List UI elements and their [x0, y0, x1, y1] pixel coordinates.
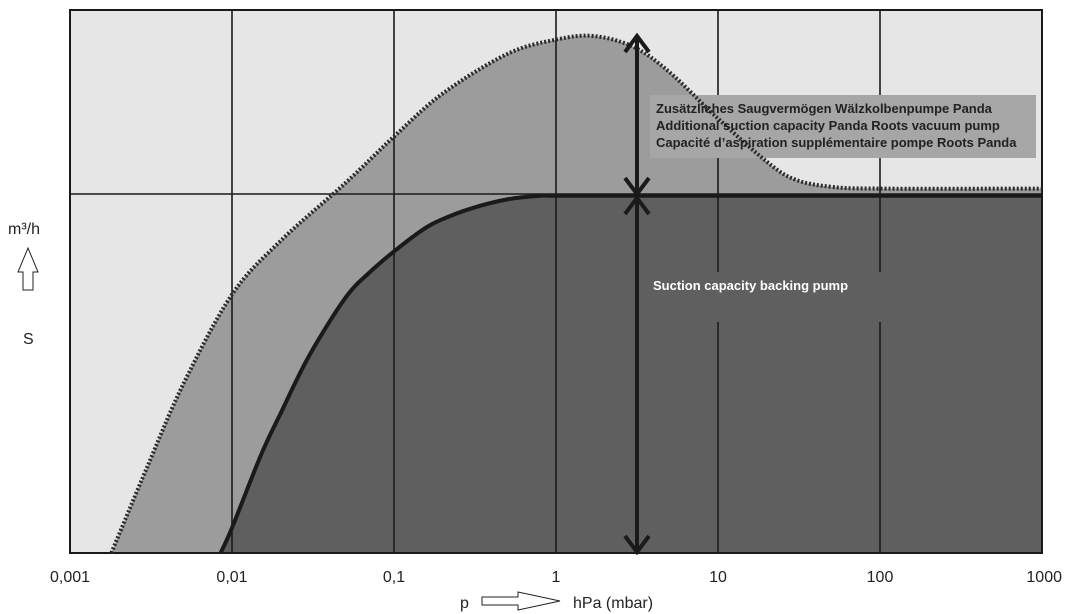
backing-capacity-curve [218, 193, 1042, 554]
x-tick-label: 100 [867, 569, 894, 586]
x-tick-label: 10 [709, 569, 727, 586]
area-layer [111, 35, 1043, 554]
x-tick-layer: 0,001 0,01 0,1 1 10 100 1000 [50, 569, 1062, 586]
x-tick-label: 1000 [1026, 569, 1062, 586]
backing-capacity-area [220, 195, 1043, 554]
backing-capacity-label: Suction capacity backing pump [653, 278, 848, 293]
backing-capacity-arrow-head-bottom [623, 534, 651, 556]
arrow-layer [623, 32, 651, 556]
x-tick-label: 0,1 [383, 569, 405, 586]
x-tick-label: 0,01 [216, 569, 247, 586]
curve-layer [109, 33, 1043, 554]
y-axis-symbol: S [23, 331, 34, 348]
y-axis-arrow-icon [17, 246, 39, 291]
additional-capacity-label-line: Additional suction capacity Panda Roots … [656, 118, 1000, 133]
additional-capacity-label-line: Capacité d’aspiration supplémentaire pom… [656, 135, 1017, 150]
y-axis-unit: m³/h [8, 221, 40, 238]
additional-capacity-label-line: Zusätzliches Saugvermögen Wälzkolbenpump… [656, 101, 993, 116]
additional-capacity-curve [109, 33, 1043, 554]
additional-capacity-label-box [650, 95, 1036, 158]
plot-frame [69, 9, 1043, 554]
x-tick-label: 0,001 [50, 569, 90, 586]
additional-capacity-arrow-head-bottom [623, 176, 651, 198]
x-tick-label: 1 [552, 569, 561, 586]
annotation-layer: Suction capacity backing pump Zusätzlich… [653, 101, 1017, 293]
x-axis-symbol: p [460, 595, 469, 612]
x-axis-unit: hPa (mbar) [573, 595, 653, 612]
backing-capacity-arrow-head-top [623, 194, 651, 216]
x-axis-arrow-icon [481, 591, 561, 611]
additional-capacity-arrow-head-top [623, 32, 651, 54]
